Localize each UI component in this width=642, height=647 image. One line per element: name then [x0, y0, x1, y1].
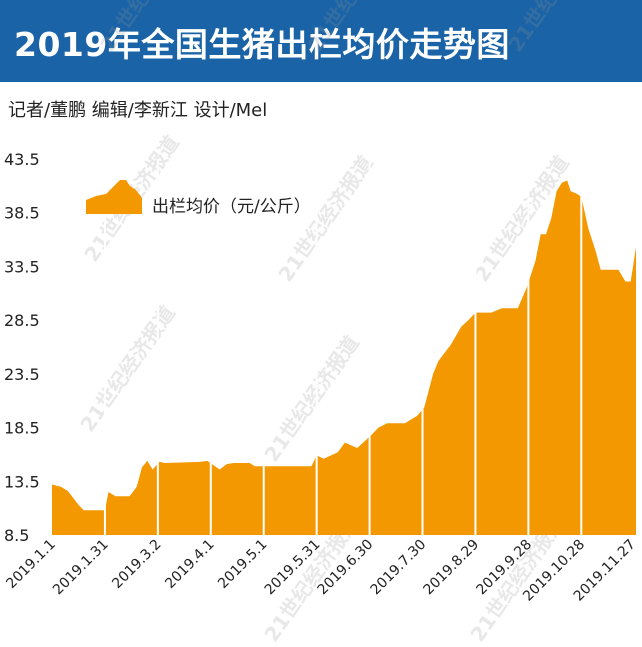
- legend-swatch: [86, 180, 142, 214]
- x-tick-label: 2019.5.31: [262, 537, 324, 599]
- y-tick-label: 43.5: [4, 150, 40, 169]
- x-tick-label: 2019.5.1: [215, 537, 270, 592]
- y-tick-label: 28.5: [4, 311, 40, 330]
- x-tick-label: 2019.1.31: [50, 537, 112, 599]
- legend: 出栏均价（元/公斤）: [86, 180, 311, 217]
- y-tick-label: 13.5: [4, 472, 40, 491]
- x-tick-label: 2019.4.1: [162, 537, 217, 592]
- y-tick-label: 18.5: [4, 419, 40, 438]
- credits-line: 记者/董鹏 编辑/李新江 设计/Mel: [8, 100, 268, 121]
- legend-label: 出栏均价（元/公斤）: [152, 197, 311, 217]
- title-bar: 2019年全国生猪出栏均价走势图: [0, 0, 642, 82]
- y-tick-label: 23.5: [4, 365, 40, 384]
- x-tick-label: 2019.6.30: [315, 537, 377, 599]
- y-tick-label: 33.5: [4, 257, 40, 276]
- y-tick-label: 8.5: [4, 526, 29, 545]
- y-tick-label: 38.5: [4, 204, 40, 223]
- x-tick-label: 2019.8.29: [421, 537, 483, 599]
- chart-title: 2019年全国生猪出栏均价走势图: [14, 25, 510, 64]
- x-tick-label: 2019.3.2: [109, 537, 164, 592]
- x-tick-label: 2019.7.30: [368, 537, 430, 599]
- price-area: [52, 180, 636, 535]
